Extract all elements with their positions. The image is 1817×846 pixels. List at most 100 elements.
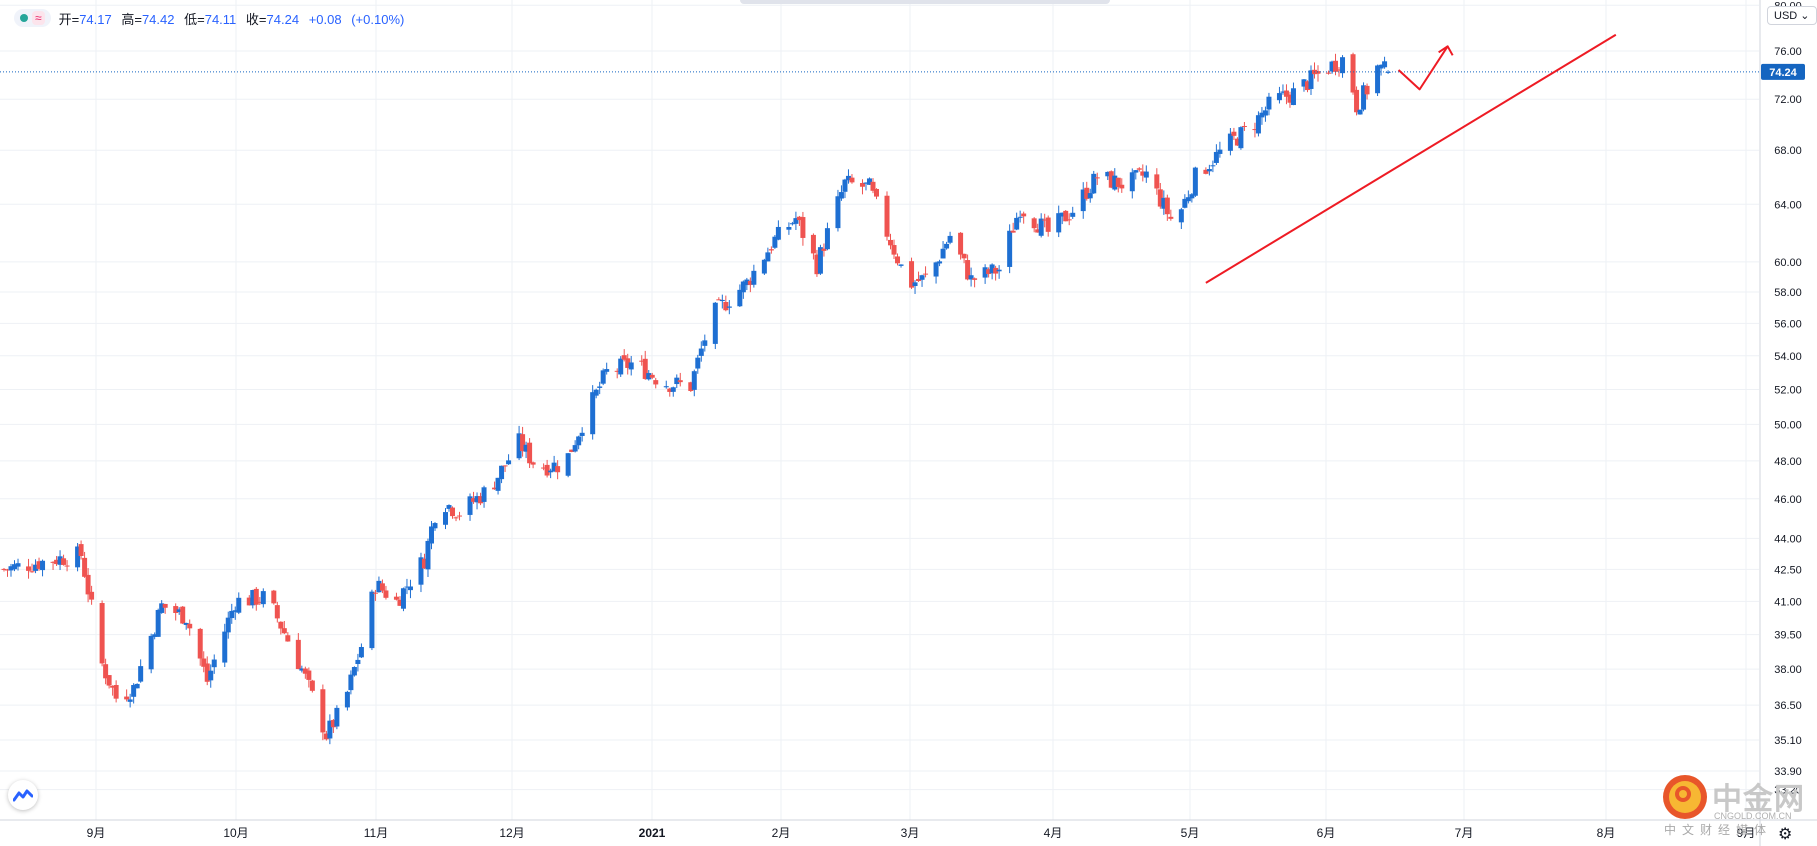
candle-body — [968, 275, 974, 280]
candle-body — [982, 267, 988, 278]
candle-body — [1283, 90, 1289, 97]
candle-body — [1164, 197, 1170, 215]
candle-body — [625, 358, 631, 368]
candle-body — [26, 566, 32, 571]
candle-body — [1382, 61, 1388, 68]
candle-body — [740, 281, 746, 293]
candle-body — [824, 228, 830, 250]
candle-body — [393, 596, 399, 600]
low-value: 74.11 — [204, 11, 237, 27]
candle-body — [397, 599, 403, 606]
chevron-down-icon: ⌄ — [1800, 10, 1810, 22]
x-tick-label: 7月 — [1455, 826, 1474, 840]
candle-body — [467, 496, 473, 515]
x-tick-label: 5月 — [1181, 826, 1200, 840]
candle-body — [765, 252, 771, 262]
toolbar-handle[interactable] — [740, 0, 1110, 4]
projection-arrow[interactable] — [1397, 45, 1449, 91]
candle-body — [1178, 209, 1184, 223]
change-value: +0.08 — [308, 11, 342, 27]
candle-body — [800, 217, 806, 238]
low-label: 低= — [184, 11, 205, 27]
candle-body — [821, 248, 827, 251]
candle-body — [89, 591, 95, 600]
y-tick-label: 33.90 — [1774, 766, 1802, 778]
y-tick-label: 44.00 — [1774, 533, 1802, 545]
candle-body — [418, 557, 424, 585]
candle-body — [1157, 189, 1163, 207]
open-value: 74.17 — [79, 11, 112, 27]
candle-body — [909, 261, 915, 288]
candle-body — [579, 432, 585, 436]
candle-body — [432, 523, 438, 529]
y-tick-label: 39.50 — [1774, 630, 1802, 642]
candle-body — [793, 218, 799, 224]
candle-body — [593, 389, 599, 396]
candle-body — [1210, 165, 1216, 167]
candle-body — [474, 496, 480, 503]
candle-body — [1042, 219, 1048, 221]
y-tick-label: 64.00 — [1774, 199, 1802, 211]
candle-body — [257, 601, 263, 603]
symbol-status[interactable]: ≈ — [14, 9, 51, 27]
candle-body — [61, 558, 67, 565]
candle-body — [737, 289, 743, 307]
candle-body — [1014, 217, 1020, 230]
candle-body — [453, 517, 459, 519]
candle-body — [33, 564, 39, 571]
candle-body — [1326, 72, 1332, 74]
y-tick-label: 46.00 — [1774, 494, 1802, 506]
candle-body — [176, 609, 182, 612]
candle-body — [1234, 138, 1240, 146]
candle-body — [358, 646, 364, 658]
candle-body — [306, 670, 312, 680]
candle-body — [1112, 175, 1118, 190]
candles — [1, 52, 1391, 745]
candle-body — [400, 588, 406, 609]
candle-body — [691, 371, 697, 390]
candle-body — [5, 569, 11, 571]
candle-body — [796, 216, 802, 221]
candle-body — [1038, 218, 1044, 236]
candle-body — [628, 362, 634, 370]
trendline[interactable] — [1205, 33, 1617, 284]
candle-body — [1105, 171, 1111, 177]
candle-body — [1336, 69, 1342, 71]
candle-body — [551, 462, 557, 472]
candle-body — [1301, 79, 1307, 87]
candle-body — [138, 666, 144, 682]
candle-body — [723, 301, 729, 311]
candle-body — [54, 559, 60, 565]
candle-body — [576, 436, 582, 446]
candle-body — [646, 373, 652, 380]
candle-body — [1192, 167, 1198, 196]
candle-body — [541, 467, 547, 469]
candle-body — [614, 370, 620, 372]
candle-body — [600, 370, 606, 384]
candle-body — [747, 280, 753, 285]
candle-body — [421, 558, 427, 569]
x-tick-label: 3月 — [901, 826, 920, 840]
y-tick-label: 72.00 — [1774, 94, 1802, 106]
x-tick-label: 8月 — [1597, 826, 1616, 840]
open-label: 开= — [58, 11, 80, 27]
tradingview-logo-icon[interactable] — [8, 780, 38, 810]
candle-body — [1364, 85, 1370, 95]
candle-body — [1241, 125, 1247, 127]
candle-body — [344, 691, 350, 708]
gear-icon[interactable]: ⚙ — [1778, 826, 1793, 843]
candle-body — [320, 689, 326, 733]
candle-body — [1035, 229, 1041, 233]
currency-selector[interactable]: USD ⌄ — [1767, 6, 1817, 25]
close-label: 收= — [245, 11, 267, 27]
watermark-subtitle: 中文财经媒体 — [1664, 823, 1773, 837]
candle-body — [253, 588, 259, 605]
candle-body — [1385, 71, 1391, 73]
candle-body — [260, 591, 266, 605]
candle-body — [597, 386, 603, 388]
candle-body — [1084, 187, 1090, 199]
candle-body — [281, 628, 287, 634]
y-tick-label: 33.20 — [1774, 785, 1802, 797]
